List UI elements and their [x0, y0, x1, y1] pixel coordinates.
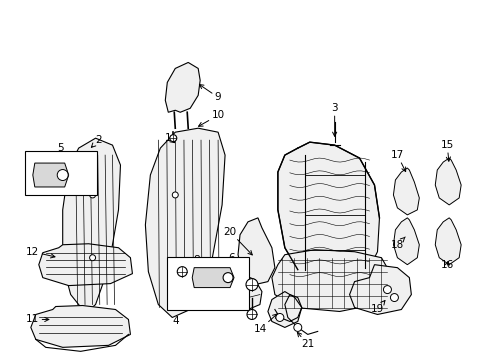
Circle shape: [245, 279, 258, 291]
Polygon shape: [271, 250, 388, 311]
Text: 4: 4: [172, 316, 178, 327]
Text: 1: 1: [164, 133, 174, 143]
Polygon shape: [227, 276, 262, 310]
Text: 14: 14: [253, 314, 276, 334]
Text: 13: 13: [211, 292, 236, 302]
Text: 8: 8: [190, 255, 199, 267]
Circle shape: [89, 192, 95, 198]
Text: 18: 18: [390, 237, 405, 250]
Polygon shape: [62, 138, 120, 318]
Circle shape: [177, 267, 187, 276]
Circle shape: [57, 170, 68, 180]
Polygon shape: [31, 306, 130, 347]
Polygon shape: [349, 265, 410, 315]
Text: 20: 20: [223, 227, 252, 255]
FancyBboxPatch shape: [25, 151, 96, 195]
Text: 6: 6: [228, 253, 244, 274]
Text: 2: 2: [91, 135, 102, 147]
Text: 9: 9: [199, 85, 221, 102]
Polygon shape: [192, 268, 234, 288]
Text: 5: 5: [57, 143, 64, 153]
Text: 12: 12: [26, 247, 55, 258]
FancyBboxPatch shape: [167, 257, 248, 310]
Polygon shape: [267, 292, 301, 328]
Circle shape: [383, 285, 390, 293]
Circle shape: [223, 273, 233, 283]
Text: 15: 15: [440, 140, 453, 161]
Polygon shape: [434, 158, 460, 205]
Text: 19: 19: [370, 301, 384, 315]
Circle shape: [275, 314, 283, 321]
Circle shape: [389, 293, 398, 302]
Text: 11: 11: [26, 314, 49, 324]
Circle shape: [172, 192, 178, 198]
Text: 16: 16: [440, 260, 453, 270]
Polygon shape: [434, 218, 460, 265]
Text: 7: 7: [228, 297, 244, 308]
Text: 10: 10: [198, 110, 224, 126]
Polygon shape: [145, 128, 224, 318]
Polygon shape: [165, 62, 200, 112]
Circle shape: [293, 323, 301, 332]
Polygon shape: [393, 218, 419, 265]
Circle shape: [246, 310, 256, 319]
Polygon shape: [393, 168, 419, 215]
Polygon shape: [33, 163, 68, 187]
Text: 3: 3: [331, 103, 337, 136]
Text: 17: 17: [390, 150, 405, 172]
Polygon shape: [238, 218, 274, 285]
Circle shape: [89, 255, 95, 261]
Circle shape: [169, 135, 176, 141]
Polygon shape: [39, 244, 132, 285]
Polygon shape: [277, 142, 379, 282]
Text: 21: 21: [297, 332, 314, 349]
